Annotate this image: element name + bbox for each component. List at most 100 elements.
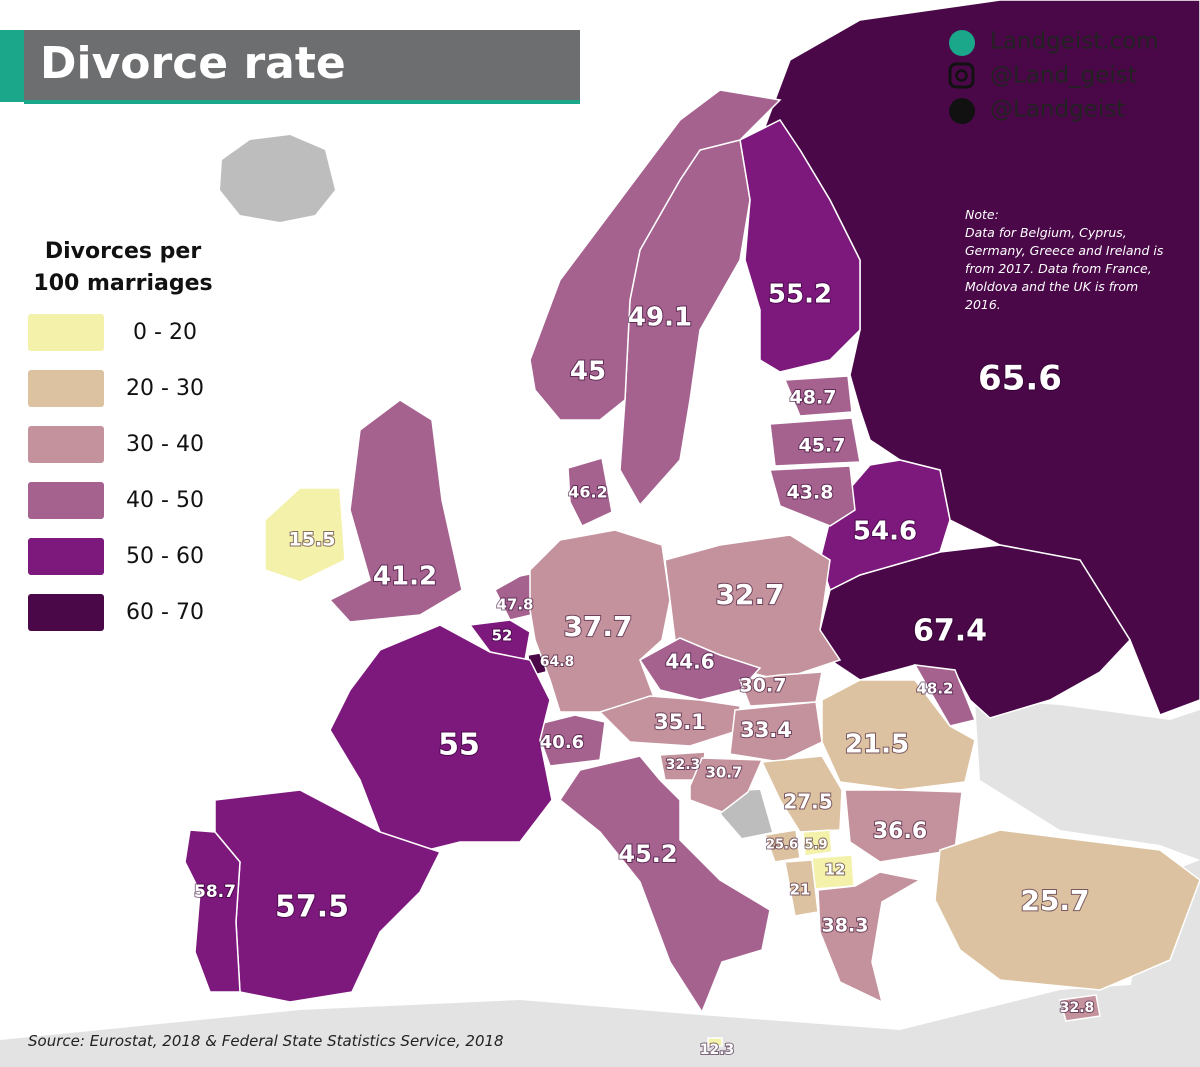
value-label: 12: [825, 861, 846, 879]
country: [329, 624, 553, 853]
value-label: 45: [570, 357, 606, 387]
twitter-icon: [949, 98, 975, 124]
value-label: 55.2: [768, 280, 832, 310]
link-icons: [948, 30, 975, 124]
country: [769, 417, 861, 467]
country: [934, 829, 1200, 991]
legend-label: 50 - 60: [126, 544, 204, 569]
value-label: 49.1: [628, 303, 692, 333]
value-label: 64.8: [540, 654, 575, 670]
value-label: 52: [492, 627, 513, 645]
value-label: 45.2: [618, 840, 677, 868]
value-label: 32.8: [1060, 1000, 1095, 1016]
globe-icon: [949, 30, 975, 56]
region-labels: 65.6 67.4 54.6 55.2 49.1 45 48.7 45.7 43.8 46.2 15…: [193, 279, 1095, 1060]
legend-label: 30 - 40: [126, 432, 204, 457]
banner-accent: [0, 30, 24, 102]
instagram-icon: [948, 62, 975, 89]
background-land: [0, 980, 1200, 1067]
value-label: 65.6: [978, 359, 1062, 399]
value-label: 67.4: [913, 614, 987, 649]
country: [739, 119, 861, 373]
legend-label: 20 - 30: [126, 376, 204, 401]
country: [264, 487, 346, 583]
value-label: 43.8: [787, 482, 834, 504]
value-label: 46.2: [568, 483, 607, 502]
banner-underline: [24, 100, 580, 104]
regions: [184, 0, 1200, 1047]
note-heading: Note:: [965, 207, 999, 222]
legend-swatch: [28, 482, 104, 519]
value-label: 32.3: [666, 757, 701, 773]
country: [784, 859, 819, 917]
link: @Landgeist: [990, 97, 1125, 123]
legend-label: 0 - 20: [133, 320, 197, 345]
country: [534, 714, 606, 767]
value-label: 47.8: [496, 596, 533, 614]
country: [689, 757, 764, 813]
banner: [24, 30, 580, 102]
country: [821, 679, 976, 791]
country: [1059, 994, 1101, 1022]
note: Note: Data for Belgium, Cyprus, Germany,…: [965, 206, 1175, 314]
value-label: 30.7: [705, 764, 742, 782]
legend-swatch: [28, 426, 104, 463]
value-label: 44.6: [665, 650, 714, 674]
country: [769, 465, 856, 527]
country: [819, 544, 1131, 719]
value-label: 55: [438, 728, 480, 763]
country: [707, 1037, 723, 1047]
value-label: 45.7: [799, 435, 846, 457]
country: [328, 399, 463, 623]
value-label: 58.7: [194, 882, 236, 902]
value-label: 21: [790, 881, 811, 899]
value-label: 33.4: [740, 718, 792, 742]
title: Divorce rate: [40, 38, 346, 89]
value-label: 5.9: [804, 838, 827, 853]
country: [802, 829, 833, 857]
legend-swatch: [28, 538, 104, 575]
value-label: 15.5: [289, 529, 336, 551]
country: [729, 701, 823, 763]
value-label: 12.3: [700, 1042, 735, 1058]
legend-title: Divorces per 100 marriages: [33, 239, 213, 296]
country: [760, 755, 843, 833]
value-label: 48.2: [916, 680, 953, 698]
value-label: 48.7: [790, 387, 837, 409]
title-banner: [0, 30, 580, 104]
country: [529, 529, 671, 713]
country: [184, 829, 241, 993]
legend-swatch: [28, 594, 104, 631]
value-label: 54.6: [853, 517, 917, 547]
note-text: Data for Belgium, Cyprus, Germany, Greec…: [965, 225, 1164, 312]
value-label: 40.6: [540, 732, 584, 753]
country: [529, 89, 782, 421]
link: Landgeist.com: [990, 29, 1159, 55]
legend-swatch: [28, 314, 104, 351]
value-label: 25.6: [766, 838, 798, 853]
country: [817, 871, 923, 1004]
instagram-icon: [955, 69, 968, 82]
value-label: 57.5: [275, 890, 349, 925]
country: [783, 375, 853, 417]
value-label: 35.1: [654, 710, 706, 734]
value-label: 41.2: [373, 562, 437, 592]
legend: 0 - 20 20 - 30 30 - 40 40 - 50 50 - 60 60 - 7…: [28, 314, 204, 631]
no-data-land: [220, 135, 335, 222]
country: [738, 671, 823, 707]
legend-label: 40 - 50: [126, 488, 204, 513]
legend-label: 60 - 70: [126, 600, 204, 625]
link: @Land_geist: [990, 63, 1137, 89]
country: [763, 829, 801, 863]
value-label: 38.3: [822, 915, 869, 937]
background-land: [975, 700, 1200, 860]
value-label: 27.5: [783, 790, 832, 814]
value-label: 36.6: [873, 819, 927, 844]
value-label: 30.7: [740, 675, 787, 697]
country: [567, 457, 613, 527]
country: [913, 664, 977, 727]
value-label: 25.7: [1020, 884, 1089, 917]
legend-swatch: [28, 370, 104, 407]
